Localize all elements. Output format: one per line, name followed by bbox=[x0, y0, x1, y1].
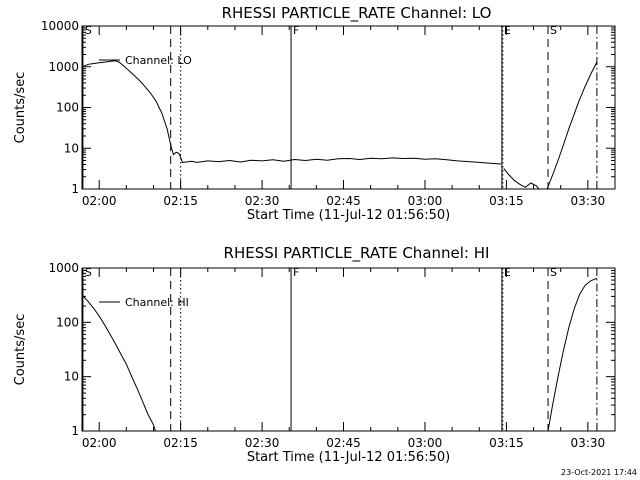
event-marker-label: S bbox=[85, 266, 92, 279]
series-line bbox=[81, 294, 156, 432]
event-marker-label: E bbox=[504, 24, 511, 37]
event-marker-label: S bbox=[85, 24, 92, 37]
footer-timestamp: 23-Oct-2021 17:44 bbox=[561, 468, 637, 477]
series-line bbox=[503, 168, 540, 190]
x-axis-label: Start Time (11-Jul-12 01:56:50) bbox=[247, 450, 450, 465]
chart-title: RHESSI PARTICLE_RATE Channel: LO bbox=[222, 4, 492, 23]
y-axis-label: Counts/sec bbox=[13, 314, 28, 386]
x-tick-label: 03:15 bbox=[489, 436, 524, 450]
legend-label: Channel: LO bbox=[125, 54, 192, 67]
event-marker-label: E bbox=[504, 266, 511, 279]
y-axis-label: Counts/sec bbox=[13, 72, 28, 144]
x-tick-label: 02:45 bbox=[326, 194, 361, 208]
y-tick-label: 10000 bbox=[41, 19, 79, 33]
x-tick-label: 03:00 bbox=[408, 436, 443, 450]
y-tick-label: 1000 bbox=[48, 261, 79, 275]
x-axis-label: Start Time (11-Jul-12 01:56:50) bbox=[247, 208, 450, 223]
legend-label: Channel: HI bbox=[125, 296, 189, 309]
plot-frame bbox=[81, 267, 616, 432]
y-tick-label: 1000 bbox=[48, 60, 79, 74]
x-tick-label: 02:00 bbox=[82, 436, 117, 450]
y-tick-label: 1 bbox=[71, 182, 79, 196]
series-line bbox=[547, 277, 598, 432]
x-tick-label: 03:30 bbox=[571, 194, 606, 208]
x-tick-label: 02:00 bbox=[82, 194, 117, 208]
panel-lo: RHESSI PARTICLE_RATE Channel: LO 1 10 100 10… bbox=[13, 4, 616, 223]
x-tick-label: 02:45 bbox=[326, 436, 361, 450]
x-tick-label: 02:30 bbox=[245, 436, 280, 450]
event-marker-label: S bbox=[550, 24, 557, 37]
x-tick-label: 03:15 bbox=[489, 194, 524, 208]
series-line bbox=[81, 60, 502, 165]
x-tick-label: 03:30 bbox=[571, 436, 606, 450]
y-tick-label: 100 bbox=[56, 101, 79, 115]
x-tick-label: 02:15 bbox=[163, 436, 198, 450]
y-tick-label: 10 bbox=[64, 370, 79, 384]
x-tick-label: 03:00 bbox=[408, 194, 443, 208]
series-line bbox=[546, 61, 598, 190]
x-tick-label: 02:30 bbox=[245, 194, 280, 208]
panel-hi: RHESSI PARTICLE_RATE Channel: HI 1 10 100 10… bbox=[13, 244, 616, 465]
x-tick-label: 02:15 bbox=[163, 194, 198, 208]
plot-frame bbox=[81, 25, 616, 190]
event-marker-label: S bbox=[550, 266, 557, 279]
event-marker-label: F bbox=[293, 24, 299, 37]
y-tick-label: 100 bbox=[56, 315, 79, 329]
y-tick-label: 10 bbox=[64, 141, 79, 155]
y-tick-label: 1 bbox=[71, 424, 79, 438]
event-marker-label: F bbox=[293, 266, 299, 279]
chart-title: RHESSI PARTICLE_RATE Channel: HI bbox=[224, 244, 490, 263]
